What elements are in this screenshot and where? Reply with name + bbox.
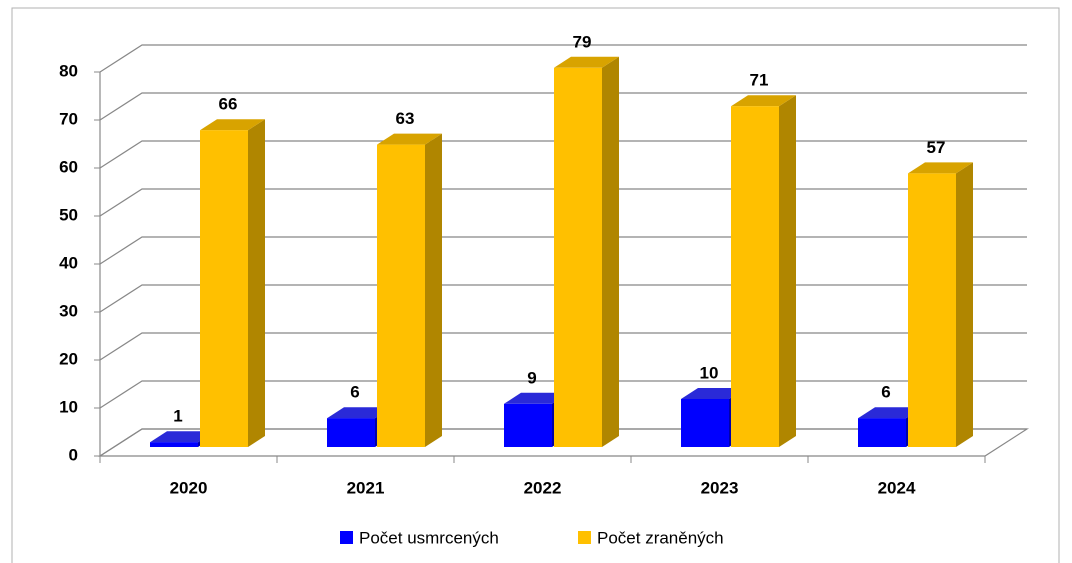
bar [377,133,442,447]
bar-top [150,431,215,443]
value-label: 79 [573,32,592,51]
bar-top [731,95,796,107]
y-tick-label: 20 [59,349,78,368]
bar-front [200,130,248,447]
y-tick-label: 10 [59,397,78,416]
bar-front [554,67,602,448]
value-label: 63 [396,109,415,128]
bar-front [150,442,198,447]
bar [504,392,569,447]
bar-side [779,95,796,447]
bar-side [425,133,442,447]
bar-top [200,119,265,131]
y-tick-label: 80 [59,61,78,80]
bar-front [377,144,425,447]
bar-side [956,162,973,447]
bar [908,162,973,447]
bar-top [908,162,973,174]
bar-top [377,133,442,145]
bar-front [681,399,729,447]
bar-front [908,173,956,447]
bar-side [248,119,265,447]
y-tick-label: 60 [59,157,78,176]
grid-line [99,44,1027,73]
value-label: 9 [527,368,536,387]
x-tick-label: 2022 [524,478,562,497]
value-label: 1 [173,407,182,426]
y-tick-label: 40 [59,253,78,272]
x-tick-label: 2021 [347,478,385,497]
bar-top [681,388,746,399]
value-label: 6 [350,383,359,402]
grid-line [99,92,1027,121]
x-tick-label: 2020 [170,478,208,497]
bar [731,95,796,447]
bar-side [602,56,619,448]
x-tick-label: 2023 [701,478,739,497]
value-label: 6 [881,383,890,402]
bar-top [327,407,392,419]
x-tick-label: 2024 [878,478,916,497]
bar-top [504,392,569,404]
legend-swatch [340,531,353,544]
y-tick-label: 0 [69,445,78,464]
value-label: 66 [219,95,238,114]
value-label: 71 [750,71,769,90]
value-label: 10 [700,363,719,382]
bar [554,56,619,448]
bar-top [858,407,923,419]
y-tick-label: 50 [59,205,78,224]
bar-front [504,403,552,447]
y-tick-label: 70 [59,109,78,128]
value-label: 57 [927,138,946,157]
bar-front [327,418,375,447]
legend-label: Počet zraněných [597,528,724,547]
bar-top [554,56,619,68]
legend-label: Počet usmrcených [359,528,499,547]
legend-swatch [578,531,591,544]
bar-front [731,106,779,447]
bar [200,119,265,447]
y-tick-label: 30 [59,301,78,320]
bar-front [858,418,906,447]
